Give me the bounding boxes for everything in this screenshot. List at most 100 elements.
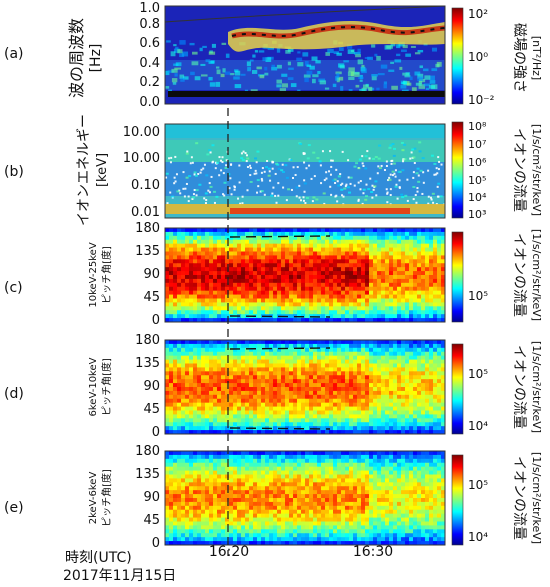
heatmap-cell [325,318,330,323]
heatmap-cell [305,462,310,468]
heatmap-cell [409,298,414,303]
heatmap-cell [365,275,370,280]
heatmap-cell [189,462,194,468]
heatmap-cell [305,402,310,407]
heatmap-cell [425,398,430,404]
heatmap-cell [437,426,442,431]
heatmap-cell [277,251,282,256]
heatmap-cell [405,390,410,396]
heatmap-cell [365,290,370,295]
heatmap-cell [173,406,178,411]
heatmap-cell [405,418,410,423]
heatmap-cell [389,451,394,456]
heatmap-cell [261,458,266,464]
heatmap-cell [377,383,382,388]
heatmap-cell [341,259,346,264]
heatmap-cell [429,286,434,292]
heatmap-cell [277,394,282,400]
heatmap-cell [317,498,322,503]
heatmap-cell [341,231,346,237]
panel-b-speckle [325,171,328,174]
heatmap-cell [305,398,310,404]
heatmap-cell [249,371,254,376]
panel-b-speckle [263,170,266,173]
heatmap-cell [377,418,382,423]
heatmap-cell [397,474,402,479]
heatmap-cell [341,235,346,241]
heatmap-cell [385,406,390,411]
heatmap-cell [333,263,338,268]
heatmap-cell [233,490,238,495]
heatmap-cell [313,478,318,483]
heatmap-cell [337,271,342,276]
heatmap-cell [277,430,282,435]
heatmap-cell [421,387,426,392]
heatmap-cell [281,351,286,357]
heatmap-cell [249,298,254,303]
heatmap-cell [353,387,358,392]
heatmap-cell [369,494,374,499]
panel-b-texture-cell [188,175,192,178]
heatmap-cell [361,290,366,295]
heatmap-cell [325,482,330,487]
heatmap-cell [349,394,354,400]
heatmap-cell [181,278,186,284]
heatmap-cell [289,294,294,299]
panel-b-speckle [260,177,263,180]
panel-b-texture-cell [198,183,202,186]
heatmap-cell [313,422,318,427]
heatmap-cell [333,235,338,241]
panel-b-speckle [436,195,439,198]
heatmap-cell [397,278,402,284]
panel-a-texture-cell [182,76,189,80]
heatmap-cell [337,231,342,237]
heatmap-cell [229,302,234,307]
heatmap-cell [225,426,230,431]
heatmap-cell [185,383,190,388]
heatmap-cell [217,490,222,495]
panel-a-texture-cell [431,68,438,72]
heatmap-cell [173,454,178,460]
heatmap-cell [185,474,190,479]
heatmap-cell [197,478,202,483]
heatmap-cell [237,478,242,483]
heatmap-cell [205,290,210,295]
heatmap-cell [413,367,418,372]
heatmap-cell [309,347,314,353]
heatmap-cell [377,426,382,431]
heatmap-cell [273,375,278,380]
heatmap-cell [353,318,358,323]
panel-b-texture-cell [439,195,443,198]
heatmap-cell [265,379,270,384]
heatmap-cell [245,363,250,368]
panel-b-speckle [410,151,413,154]
heatmap-cell [301,454,306,460]
heatmap-cell [229,310,234,315]
panel-b-speckle [303,179,306,182]
heatmap-cell [189,294,194,299]
heatmap-cell [429,486,434,491]
heatmap-cell [333,251,338,256]
heatmap-cell [373,422,378,427]
panel-b-speckle [377,165,380,168]
heatmap-cell [293,498,298,503]
heatmap-cell [345,243,350,248]
heatmap-cell [289,430,294,435]
heatmap-cell [233,259,238,264]
heatmap-cell [329,406,334,411]
panel-a-texture-cell [355,54,361,58]
heatmap-cell [165,478,170,483]
heatmap-cell [369,387,374,392]
heatmap-cell [245,282,250,288]
heatmap-cell [169,501,174,507]
heatmap-cell [333,340,338,345]
heatmap-cell [433,474,438,479]
panel-a-texture-cell [376,87,380,91]
panel-b-speckle [362,192,365,195]
heatmap-cell [369,458,374,464]
panel-b-speckle [261,167,264,170]
heatmap-cell [401,494,406,499]
heatmap-cell [421,235,426,241]
heatmap-cell [213,426,218,431]
heatmap-cell [293,422,298,427]
